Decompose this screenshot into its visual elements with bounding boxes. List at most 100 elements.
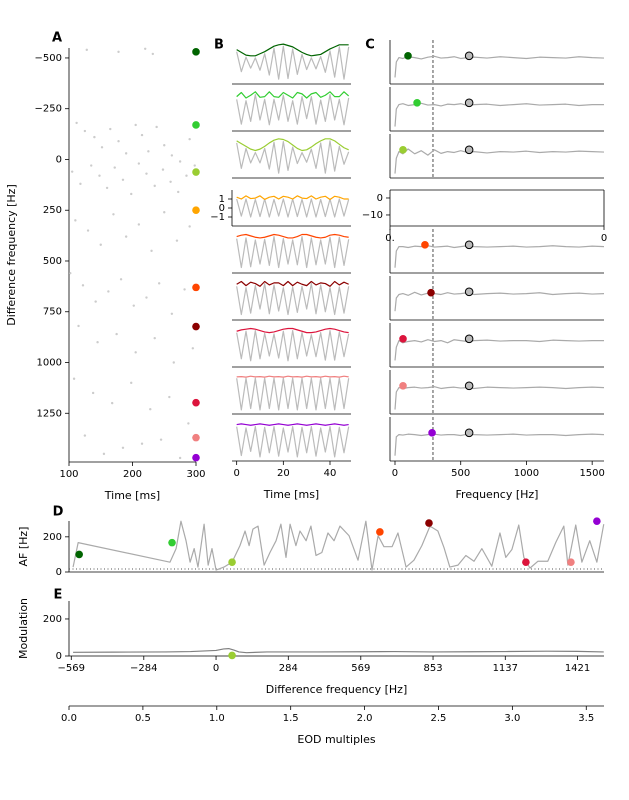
raster-point xyxy=(130,381,133,385)
x-tick-label: 0 xyxy=(392,468,398,479)
raster-point xyxy=(168,395,171,399)
x-tick-label: 284 xyxy=(279,663,298,674)
raster-point xyxy=(145,172,148,175)
x-tick-label: −569 xyxy=(58,663,85,674)
x-axis-label: Frequency [Hz] xyxy=(456,488,539,501)
raster-point xyxy=(137,162,141,165)
raster-point xyxy=(77,324,80,328)
x-tick-label: 0.5 xyxy=(135,713,151,724)
raster-point xyxy=(140,133,144,137)
trace xyxy=(236,423,349,426)
marker xyxy=(593,517,601,525)
trace xyxy=(236,426,350,458)
raster-point xyxy=(140,442,144,445)
raster-point xyxy=(109,127,112,131)
trace xyxy=(236,138,349,152)
trace xyxy=(394,55,605,78)
x-axis-label: Time [ms] xyxy=(104,489,160,502)
raster-point xyxy=(193,164,196,167)
raster-point xyxy=(188,225,191,228)
y-axis-label: AF [Hz] xyxy=(17,527,30,567)
marker xyxy=(464,428,474,438)
raster-point xyxy=(153,336,156,340)
y-axis-label: Difference frequency [Hz] xyxy=(5,184,18,326)
trace xyxy=(73,647,604,654)
raster-point xyxy=(175,239,179,242)
marker xyxy=(464,287,474,297)
raster-point xyxy=(85,48,88,52)
raster-point xyxy=(100,146,104,149)
raster-point xyxy=(188,137,191,141)
marker xyxy=(75,550,83,559)
marker xyxy=(428,429,436,437)
x-tick-label: 1500 xyxy=(579,468,604,479)
raster-point xyxy=(157,282,161,285)
y-axis-label: Modulation xyxy=(17,598,30,659)
x-axis-label: Difference frequency [Hz] xyxy=(266,683,408,696)
marker xyxy=(192,121,200,129)
y-tick-label: 250 xyxy=(43,205,62,216)
raster-point xyxy=(137,223,141,226)
raster-point xyxy=(74,219,77,222)
y-tick-label: 0 xyxy=(56,567,62,578)
y-tick-label: 0 xyxy=(56,651,62,662)
raster-point xyxy=(102,452,106,456)
raster-point xyxy=(93,135,96,139)
raster-point xyxy=(145,296,148,299)
raster-point xyxy=(83,434,87,437)
raster-point xyxy=(151,52,155,56)
x-tick-label: 0 xyxy=(213,663,219,674)
raster-point xyxy=(153,184,156,188)
x-tick-label: 1.5 xyxy=(283,713,299,724)
marker xyxy=(192,168,200,176)
raster-point xyxy=(83,129,87,133)
raster-point xyxy=(163,211,166,214)
raster-point xyxy=(130,192,133,196)
marker xyxy=(464,334,474,344)
y-tick-label: 1 xyxy=(219,194,225,205)
x-tick-label: 1137 xyxy=(493,663,518,674)
raster-point xyxy=(149,408,152,411)
marker xyxy=(168,538,176,547)
marker xyxy=(464,240,474,250)
y-tick-label: 200 xyxy=(43,614,62,625)
y-tick-label: 0 xyxy=(56,154,62,165)
trace xyxy=(236,140,350,174)
raster-point xyxy=(70,170,74,173)
marker xyxy=(192,453,200,462)
marker xyxy=(192,322,200,331)
raster-point xyxy=(183,288,186,291)
y-tick-label: 500 xyxy=(43,256,62,267)
raster-point xyxy=(161,168,165,171)
y-tick-label: 750 xyxy=(43,307,62,318)
raster-point xyxy=(115,332,118,336)
marker xyxy=(228,651,236,660)
raster-point xyxy=(163,144,166,147)
raster-point xyxy=(96,341,99,344)
panel-letter: A xyxy=(52,31,62,46)
raster-point xyxy=(91,391,95,395)
raster-point xyxy=(117,50,120,54)
trace xyxy=(394,291,605,312)
x-tick-label: 20 xyxy=(277,468,290,479)
trace xyxy=(236,198,350,218)
trace xyxy=(236,195,349,201)
raster-point xyxy=(98,174,101,177)
raster-point xyxy=(169,180,172,184)
y-tick-label: −500 xyxy=(35,53,62,64)
x-tick-label: 500 xyxy=(451,468,470,479)
x-axis-label: EOD multiples xyxy=(297,733,375,746)
trace xyxy=(236,280,349,287)
marker xyxy=(425,519,433,527)
y-tick-label: 200 xyxy=(43,532,62,543)
raster-point xyxy=(107,290,110,293)
raster-point xyxy=(119,278,123,281)
marker xyxy=(399,382,407,390)
raster-point xyxy=(134,351,137,354)
marker xyxy=(192,433,200,442)
trace xyxy=(394,339,604,361)
marker xyxy=(427,288,435,297)
y-tick-label: 1000 xyxy=(37,358,62,369)
marker xyxy=(413,99,421,107)
